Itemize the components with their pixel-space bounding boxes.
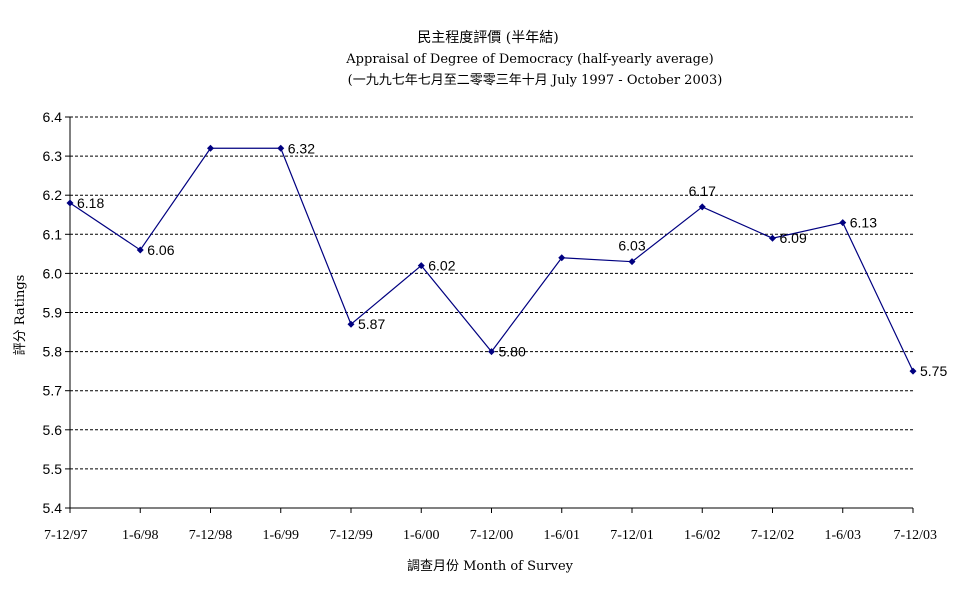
y-tick-label: 5.4 [43,500,63,516]
x-tick-label: 7-12/97 [44,528,88,543]
x-axis-title: 調查月份 Month of Survey [407,559,574,574]
x-tick-label: 7-12/98 [189,528,233,543]
y-tick-label: 5.9 [43,305,63,321]
data-point [558,254,566,262]
data-label: 5.75 [920,363,947,379]
data-label: 6.18 [77,195,104,211]
x-tick-label: 7-12/01 [610,528,654,543]
data-point [277,144,285,152]
y-tick-label: 6.0 [43,265,63,281]
data-point [417,262,425,270]
x-tick-label: 1-6/03 [824,528,861,543]
series-ratings [66,144,917,375]
series-line [69,147,914,372]
data-label: 6.02 [428,258,455,274]
y-tick-label: 6.2 [43,187,63,203]
data-label: 6.03 [618,238,645,254]
x-tick-label: 1-6/99 [262,528,299,543]
data-point [136,246,144,254]
data-point [488,348,495,356]
data-label: 6.09 [780,230,807,246]
y-tick-label: 6.3 [43,148,63,164]
y-tick-label: 6.1 [43,226,63,242]
x-tick-label: 1-6/01 [543,528,580,543]
data-point [207,144,214,152]
chart-subtitle: Appraisal of Degree of Democracy (half-y… [345,52,713,67]
data-label: 6.13 [850,215,877,231]
data-label: 6.17 [689,183,716,199]
data-point [347,320,355,328]
data-point [909,367,917,375]
x-tick-label: 7-12/02 [751,528,795,543]
y-tick-label: 6.4 [43,109,63,125]
data-label: 5.80 [499,344,526,360]
x-tick-label: 7-12/00 [470,528,514,543]
y-tick-label: 5.5 [43,461,63,477]
data-point [839,219,847,227]
axes [65,116,914,513]
x-tick-label: 7-12/99 [329,528,373,543]
y-tick-label: 5.7 [43,383,63,399]
x-tick-label: 7-12/03 [893,528,937,543]
data-point [628,258,636,266]
data-point [769,234,776,242]
data-labels: 6.18 6.06 6.32 5.87 6.02 5.80 6.03 6.17 6.09 6.13… [77,140,947,379]
data-label: 5.87 [358,316,385,332]
x-tick-label: 1-6/02 [684,528,721,543]
chart-title: 民主程度評價 (半年結) [417,29,558,46]
data-point [66,199,74,207]
y-axis-title: 評分 Ratings [13,275,28,356]
y-tick-label: 5.8 [43,344,63,360]
x-tick-label: 1-6/00 [403,528,440,543]
chart-subtitle-date-range: (一九九七年七月至二零零三年十月 July 1997 - October 200… [348,73,723,88]
x-tick-labels: 7-12/97 1-6/98 7-12/98 1-6/99 7-12/99 1-6/00 7… [44,528,937,543]
y-tick-label: 5.6 [43,422,63,438]
data-label: 6.32 [288,140,315,156]
gridlines [70,116,913,470]
data-point [698,203,706,211]
y-tick-labels: 5.4 5.5 5.6 5.7 5.8 5.9 6.0 6.1 6.2 6.3 6.4 [43,109,63,516]
x-tick-label: 1-6/98 [122,528,159,543]
data-label: 6.06 [147,242,174,258]
